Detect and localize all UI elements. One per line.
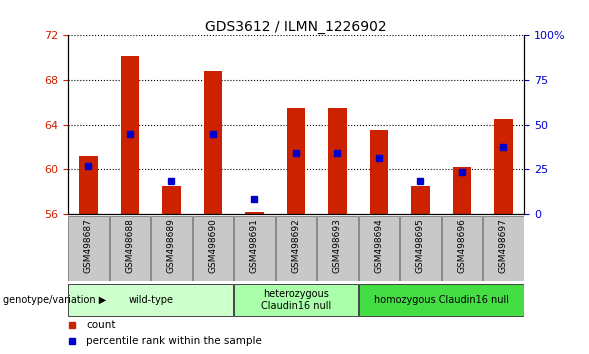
- Text: GSM498695: GSM498695: [416, 218, 425, 273]
- Text: GSM498691: GSM498691: [250, 218, 259, 273]
- Bar: [245, 212, 264, 214]
- FancyBboxPatch shape: [193, 216, 233, 281]
- FancyBboxPatch shape: [359, 216, 399, 281]
- Text: GSM498694: GSM498694: [375, 218, 383, 273]
- FancyBboxPatch shape: [68, 216, 109, 281]
- Bar: [494, 119, 513, 214]
- Text: GSM498693: GSM498693: [333, 218, 342, 273]
- Bar: [204, 71, 222, 214]
- Bar: [79, 156, 98, 214]
- Text: heterozygous
Claudin16 null: heterozygous Claudin16 null: [261, 289, 331, 311]
- FancyBboxPatch shape: [483, 216, 524, 281]
- FancyBboxPatch shape: [317, 216, 358, 281]
- Text: homozygous Claudin16 null: homozygous Claudin16 null: [373, 295, 509, 305]
- Text: count: count: [86, 320, 115, 330]
- Text: percentile rank within the sample: percentile rank within the sample: [86, 336, 262, 346]
- Bar: [121, 56, 140, 214]
- FancyBboxPatch shape: [151, 216, 192, 281]
- Text: GSM498690: GSM498690: [209, 218, 217, 273]
- FancyBboxPatch shape: [234, 284, 358, 316]
- Text: GSM498688: GSM498688: [125, 218, 134, 273]
- FancyBboxPatch shape: [110, 216, 150, 281]
- FancyBboxPatch shape: [359, 284, 524, 316]
- Bar: [411, 186, 430, 214]
- FancyBboxPatch shape: [442, 216, 482, 281]
- Text: GSM498689: GSM498689: [167, 218, 176, 273]
- Bar: [452, 167, 471, 214]
- Text: genotype/variation ▶: genotype/variation ▶: [3, 295, 106, 305]
- FancyBboxPatch shape: [400, 216, 441, 281]
- Bar: [370, 130, 388, 214]
- FancyBboxPatch shape: [68, 284, 233, 316]
- Bar: [328, 108, 347, 214]
- Text: wild-type: wild-type: [128, 295, 173, 305]
- Bar: [287, 108, 305, 214]
- Title: GDS3612 / ILMN_1226902: GDS3612 / ILMN_1226902: [205, 21, 387, 34]
- Text: GSM498696: GSM498696: [458, 218, 466, 273]
- Bar: [162, 186, 181, 214]
- Text: GSM498687: GSM498687: [84, 218, 93, 273]
- Text: GSM498692: GSM498692: [292, 218, 300, 273]
- FancyBboxPatch shape: [234, 216, 275, 281]
- Text: GSM498697: GSM498697: [499, 218, 508, 273]
- FancyBboxPatch shape: [276, 216, 316, 281]
